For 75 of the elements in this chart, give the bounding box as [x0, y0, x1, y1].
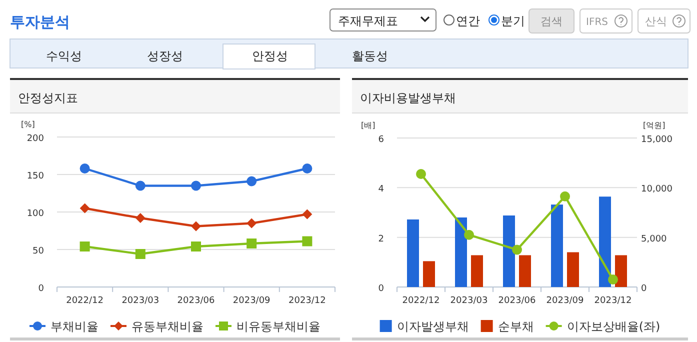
legend-label: 순부채 [498, 320, 534, 334]
text: 수익성 [46, 49, 82, 63]
y-tick-label: 50 [32, 246, 44, 256]
point [464, 230, 474, 240]
y2-axis-title: [억원] [643, 121, 666, 130]
text: 주재무제표 [338, 14, 398, 28]
y-axis-title: [배] [361, 121, 376, 130]
bar [615, 255, 627, 287]
point [191, 242, 201, 252]
bar [503, 215, 515, 287]
point [246, 238, 257, 248]
y-tick-label: 150 [26, 172, 44, 182]
bar [471, 255, 483, 287]
y2-tick-label: 10,000 [641, 184, 673, 195]
y-axis-title: [%] [21, 120, 35, 129]
point [246, 218, 257, 228]
chart-title: 이자비용발생부채 [360, 91, 456, 105]
point [80, 164, 90, 174]
x-tick-label: 2023/12 [288, 296, 326, 306]
text: 활동성 [352, 49, 388, 63]
legend-label: 이자보상배율(좌) [566, 320, 660, 334]
chart-title: 안정성지표 [18, 91, 78, 105]
x-tick-label: 2023/03 [450, 296, 488, 306]
bar [519, 255, 531, 287]
x-tick-label: 2023/09 [232, 296, 271, 306]
x-tick-label: 2023/09 [546, 296, 584, 306]
text: 성장성 [147, 49, 183, 63]
point [512, 244, 522, 255]
point [191, 221, 201, 232]
y-tick-label: 2 [378, 234, 384, 244]
point [191, 180, 201, 191]
text: 산식 [645, 15, 667, 28]
text: 검색 [540, 15, 562, 28]
bar [567, 252, 579, 287]
point [135, 213, 146, 223]
y-tick-label: 0 [38, 284, 44, 294]
point [302, 164, 312, 174]
y2-tick-label: 0 [641, 284, 647, 294]
x-tick-label: 2023/06 [498, 296, 536, 306]
x-tick-label: 2023/03 [122, 296, 160, 306]
y-tick-label: 100 [26, 209, 44, 219]
point [302, 236, 312, 246]
bar [407, 219, 419, 287]
point [135, 180, 146, 191]
text: 투자분석 [10, 13, 70, 31]
point [80, 242, 90, 252]
point [246, 176, 257, 186]
bar [599, 196, 611, 287]
point [560, 191, 570, 202]
point [608, 274, 618, 285]
text: 분기 [501, 14, 525, 28]
legend-label: 이자발생부채 [396, 320, 469, 334]
y2-tick-label: 15,000 [641, 135, 673, 145]
bar [551, 204, 563, 287]
y-tick-label: 0 [378, 284, 384, 294]
text: 안정성 [252, 49, 288, 63]
x-tick-label: 2023/06 [177, 296, 215, 306]
point [80, 203, 90, 214]
text: 연간 [456, 14, 480, 28]
x-tick-label: 2022/12 [402, 296, 440, 306]
point [416, 169, 426, 180]
y-tick-label: 6 [378, 135, 384, 145]
legend-label: 비유동부채비율 [236, 320, 320, 334]
point [302, 209, 312, 220]
point [135, 249, 146, 259]
bar [423, 261, 435, 287]
bar [455, 217, 467, 287]
x-tick-label: 2023/12 [594, 296, 632, 306]
y2-tick-label: 5,000 [641, 234, 668, 244]
x-tick-label: 2022/12 [66, 296, 104, 306]
legend-label: 유동부채비율 [132, 320, 204, 334]
text: IFRS [586, 17, 608, 28]
legend-label: 부채비율 [50, 320, 98, 334]
y-tick-label: 4 [378, 184, 384, 195]
y-tick-label: 200 [26, 134, 44, 144]
